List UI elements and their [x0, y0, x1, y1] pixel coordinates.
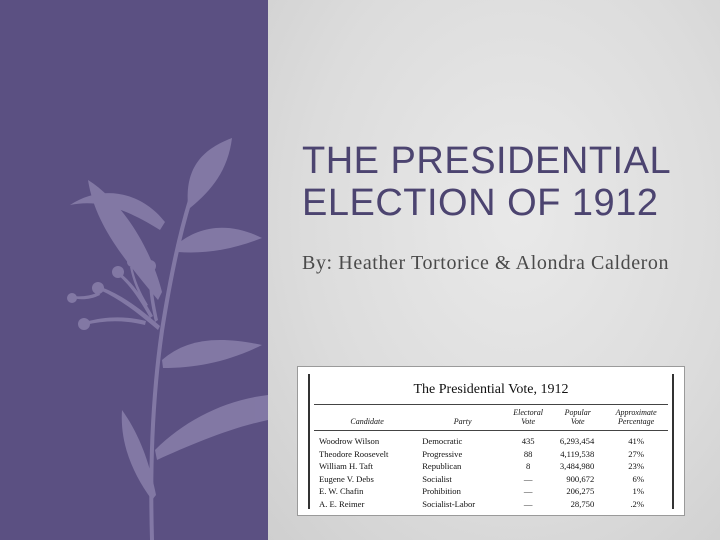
- table-row: E. W. Chafin Prohibition — 206,275 1%: [314, 485, 668, 498]
- table-row: A. E. Reimer Socialist-Labor — 28,750 .2…: [314, 498, 668, 511]
- cell-percent: .2%: [630, 498, 644, 509]
- header-popular-line-2: Vote: [570, 417, 585, 426]
- cell-electoral: —: [523, 486, 533, 497]
- cell-candidate: Theodore Roosevelt: [319, 448, 389, 459]
- cell-party: Prohibition: [422, 486, 461, 497]
- header-electoral-line-1: Electoral: [513, 408, 544, 417]
- side-panel: [0, 0, 268, 540]
- table-header-row: Candidate Party Electoral Vote Popular V…: [314, 408, 668, 431]
- cell-percent: 27%: [628, 448, 644, 459]
- cell-candidate: A. E. Reimer: [319, 498, 365, 509]
- cell-candidate: Woodrow Wilson: [319, 436, 380, 446]
- cell-popular: 6,293,454: [559, 436, 595, 446]
- title-line-1: THE PRESIDENTIAL: [302, 140, 672, 182]
- cell-popular: 28,750: [570, 498, 595, 509]
- caption-rule: [314, 404, 668, 405]
- table-row: William H. Taft Republican 8 3,484,980 2…: [314, 460, 668, 473]
- cell-percent: 41%: [628, 436, 644, 446]
- cell-popular: 3,484,980: [559, 461, 595, 472]
- cell-party: Socialist-Labor: [422, 498, 476, 509]
- cell-party: Democratic: [422, 436, 463, 446]
- table-row: Theodore Roosevelt Progressive 88 4,119,…: [314, 448, 668, 461]
- cell-party: Socialist: [422, 473, 452, 484]
- title-line-2: ELECTION OF 1912: [302, 182, 659, 224]
- header-electoral-vote: Electoral Vote: [505, 408, 552, 431]
- header-popular-vote: Popular Vote: [551, 408, 605, 431]
- slide-subtitle: By: Heather Tortorice & Alondra Calderon: [302, 252, 670, 274]
- vote-table-image: The Presidential Vote, 1912 Candidate Pa…: [297, 366, 685, 516]
- cell-electoral: —: [523, 473, 533, 484]
- header-percentage-line-1: Approximate: [615, 408, 657, 417]
- cell-electoral: 88: [523, 448, 533, 459]
- cell-candidate: William H. Taft: [319, 461, 374, 472]
- header-electoral-line-2: Vote: [521, 417, 536, 426]
- cell-percent: 23%: [628, 461, 644, 472]
- table-row: Woodrow Wilson Democratic 435 6,293,454 …: [314, 431, 668, 448]
- cell-popular: 206,275: [566, 486, 595, 497]
- cell-percent: 6%: [632, 473, 644, 484]
- botanical-silhouette-icon: [67, 138, 268, 540]
- cell-electoral: —: [523, 498, 533, 509]
- header-popular-line-1: Popular: [564, 408, 591, 417]
- table-row: Eugene V. Debs Socialist — 900,672 6%: [314, 473, 668, 486]
- cell-party: Republican: [422, 461, 462, 472]
- cell-percent: 1%: [632, 486, 644, 497]
- cell-popular: 900,672: [566, 473, 595, 484]
- cell-party: Progressive: [422, 448, 463, 459]
- cell-electoral: 435: [521, 436, 535, 446]
- presidential-vote-table: Candidate Party Electoral Vote Popular V…: [314, 408, 668, 511]
- header-candidate: Candidate: [314, 408, 421, 431]
- cell-popular: 4,119,538: [560, 448, 595, 459]
- table-caption: The Presidential Vote, 1912: [413, 382, 569, 397]
- cell-electoral: 8: [526, 461, 531, 472]
- slide-title: THE PRESIDENTIAL ELECTION OF 1912: [302, 140, 712, 224]
- header-percentage: Approximate Percentage: [604, 408, 668, 431]
- cell-candidate: E. W. Chafin: [319, 486, 364, 497]
- cell-candidate: Eugene V. Debs: [319, 473, 374, 484]
- header-percentage-line-2: Percentage: [618, 417, 655, 426]
- table-frame: The Presidential Vote, 1912 Candidate Pa…: [308, 374, 674, 509]
- header-party: Party: [420, 408, 506, 431]
